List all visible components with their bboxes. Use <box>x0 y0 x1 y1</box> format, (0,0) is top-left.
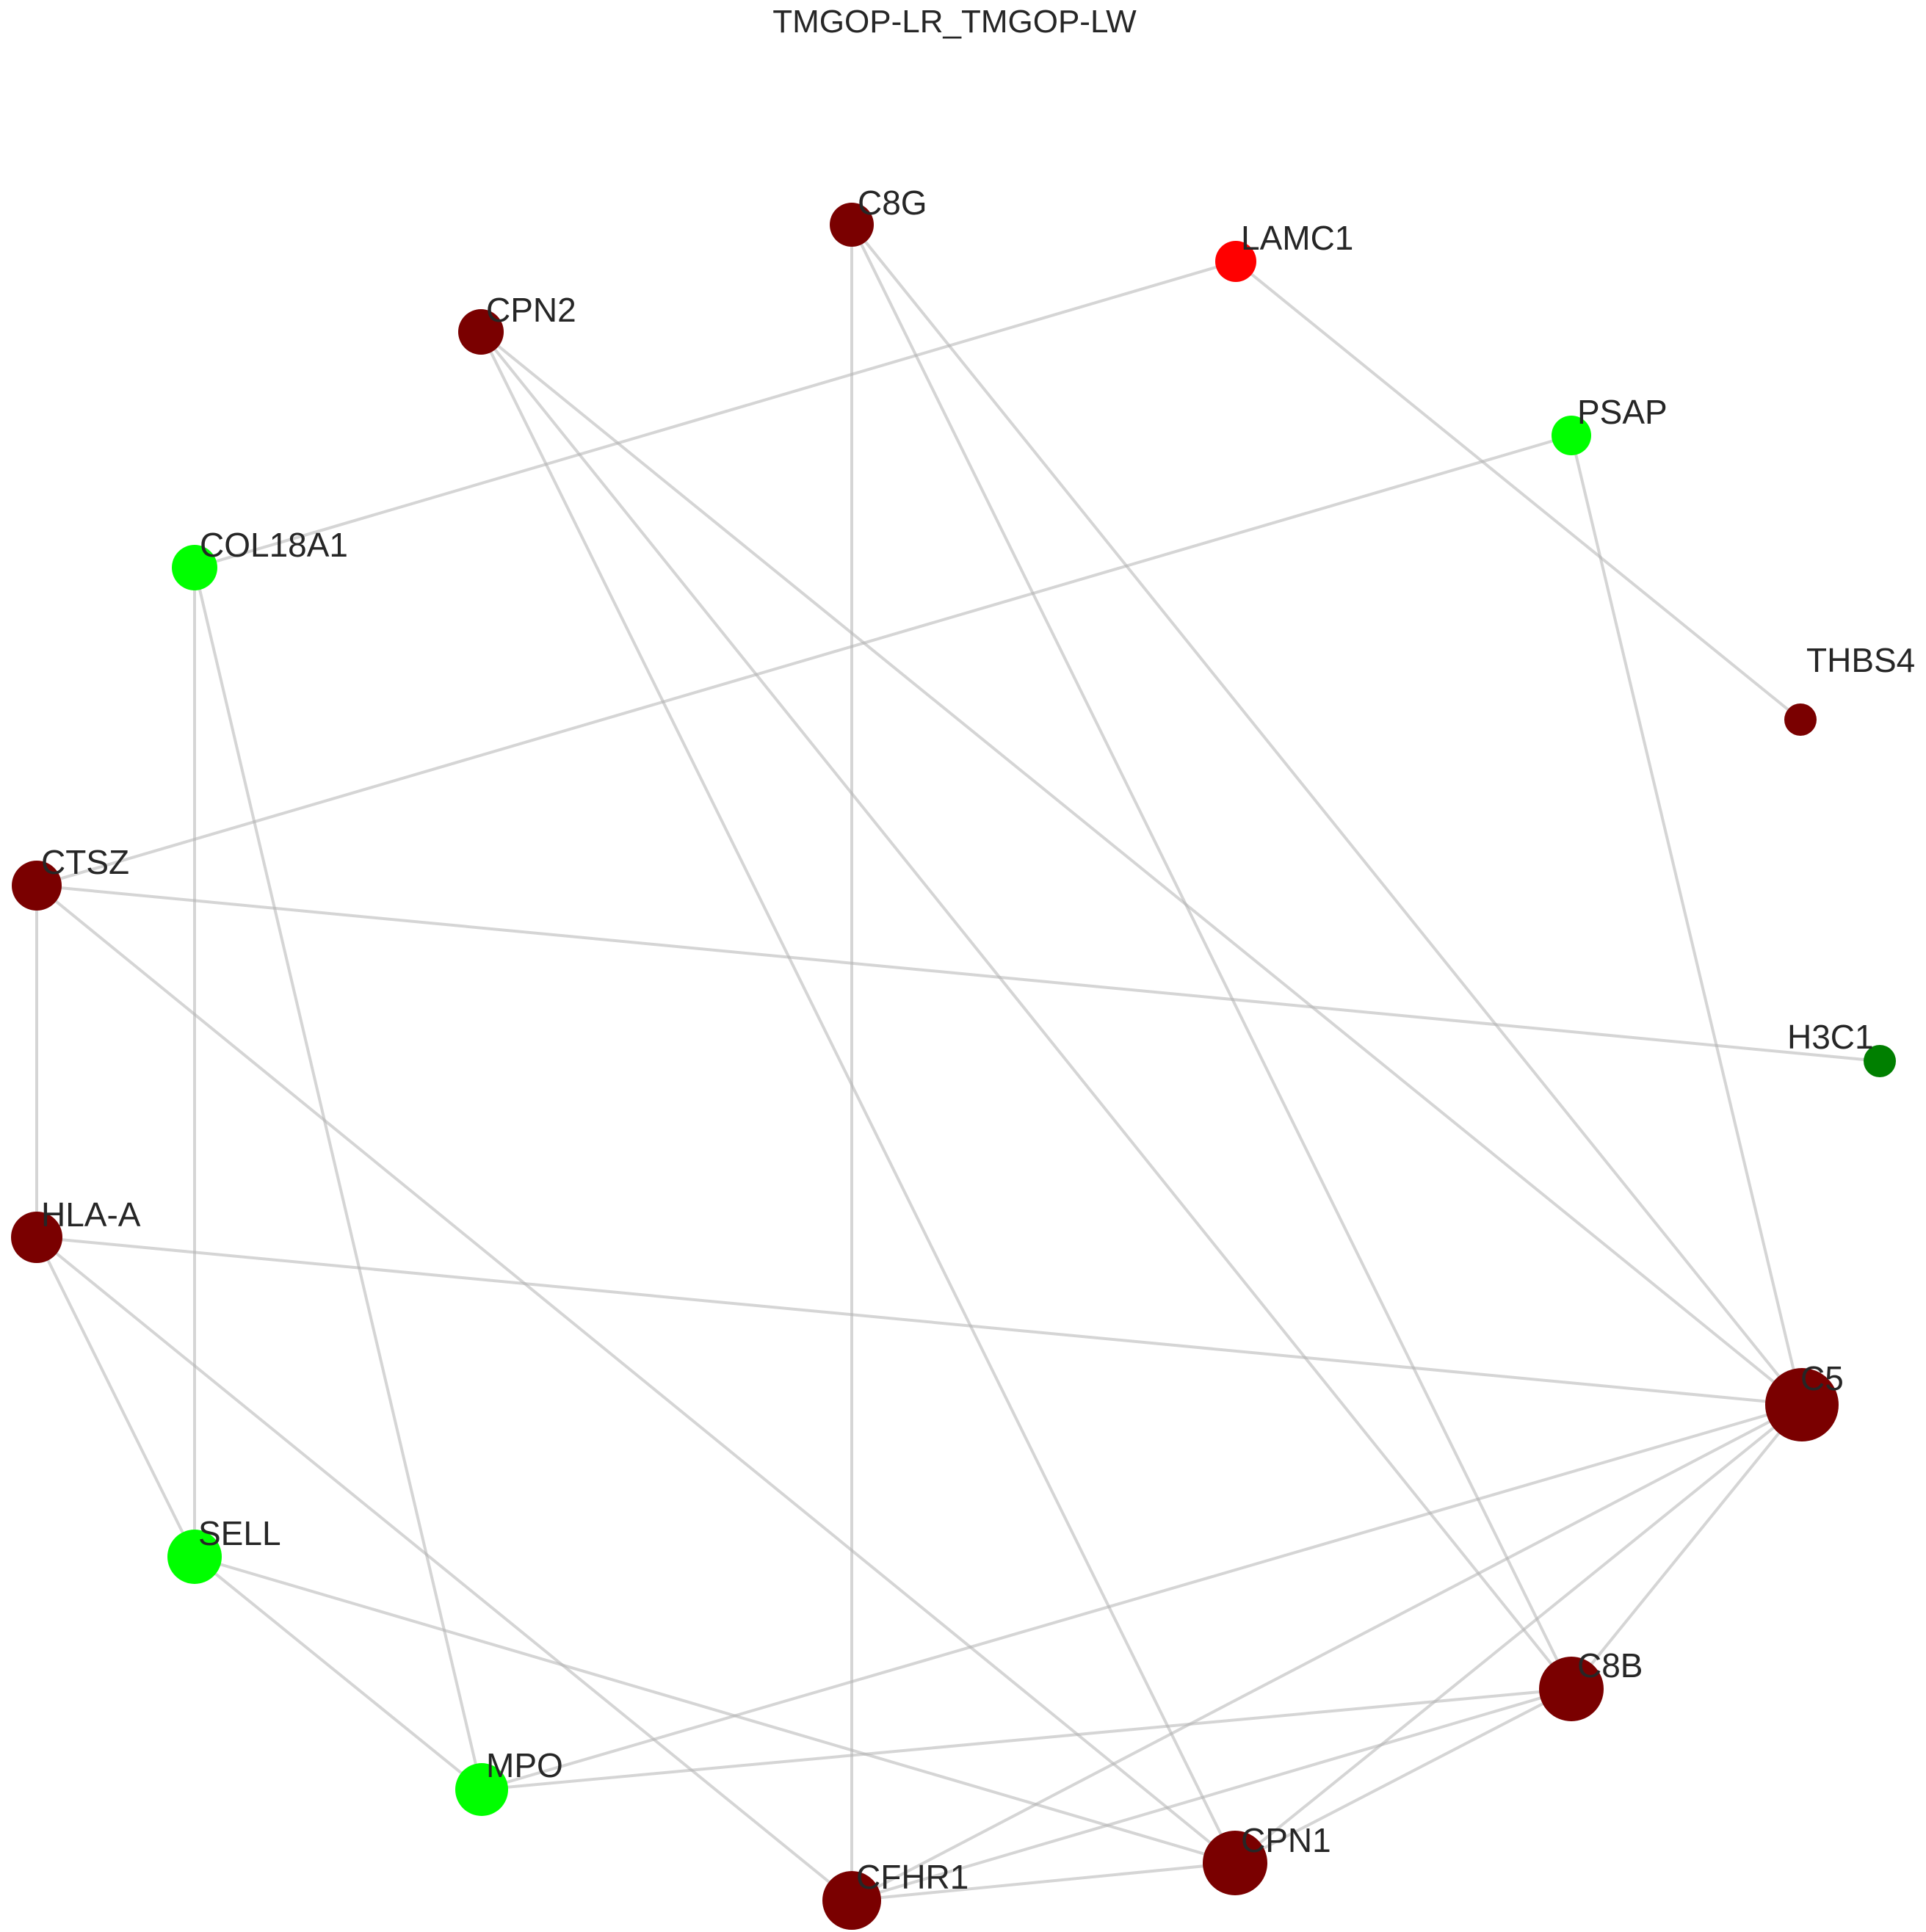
edge-hla-a-c5 <box>36 1236 1803 1406</box>
diagram-title: TMGOP-LR_TMGOP-LW <box>772 4 1137 40</box>
node-label-c8g: C8G <box>858 184 927 222</box>
node-lamc1[interactable] <box>1215 241 1256 282</box>
label-layer: C8G LAMC1 CPN2 PSAP COL18A1 THBS4 CTSZ H3C1 HLA-… <box>41 184 1915 1896</box>
node-label-h3c1: H3C1 <box>1787 1018 1874 1056</box>
edge-lamc1-col18a1 <box>194 260 1237 569</box>
node-cfhr1[interactable] <box>822 1871 881 1930</box>
node-thbs4[interactable] <box>1784 703 1817 736</box>
node-label-ctsz: CTSZ <box>41 843 129 881</box>
edge-c8g-c8b <box>850 224 1573 1690</box>
edge-c8g-c5 <box>850 223 1803 1406</box>
node-cpn2[interactable] <box>458 309 504 355</box>
edge-col18a1-mpo <box>193 567 483 1790</box>
node-label-hla-a: HLA-A <box>41 1195 141 1234</box>
edge-sell-mpo <box>193 1555 483 1791</box>
node-label-c8b: C8B <box>1577 1646 1643 1685</box>
node-label-mpo: MPO <box>486 1746 563 1784</box>
node-label-cfhr1: CFHR1 <box>856 1858 969 1896</box>
edge-c8b-cpn1 <box>1234 1687 1572 1864</box>
node-label-lamc1: LAMC1 <box>1241 219 1353 257</box>
edge-c5-mpo <box>481 1403 1803 1791</box>
edge-c8b-cfhr1 <box>851 1687 1572 1902</box>
node-hla-a[interactable] <box>11 1212 62 1263</box>
node-ctsz[interactable] <box>12 861 62 911</box>
edge-c8b-mpo <box>481 1687 1572 1791</box>
edge-cpn2-c5 <box>479 330 1803 1406</box>
node-label-c5: C5 <box>1800 1359 1844 1397</box>
node-label-cpn1: CPN1 <box>1241 1821 1331 1859</box>
edge-c5-c8b <box>1570 1403 1803 1690</box>
edge-ctsz-h3c1 <box>36 884 1880 1063</box>
edge-ctsz-cpn1 <box>35 884 1237 1864</box>
edge-hla-a-cfhr1 <box>35 1236 853 1902</box>
node-mpo[interactable] <box>455 1763 508 1816</box>
node-label-cpn2: CPN2 <box>486 291 576 329</box>
node-psap[interactable] <box>1552 416 1591 455</box>
edge-cpn2-c8b <box>479 330 1573 1690</box>
edge-layer <box>35 223 1880 1902</box>
node-label-sell: SELL <box>198 1514 281 1552</box>
edge-c5-cfhr1 <box>851 1403 1803 1902</box>
node-label-psap: PSAP <box>1577 393 1668 431</box>
edge-lamc1-thbs4 <box>1234 260 1802 721</box>
node-col18a1[interactable] <box>172 545 217 590</box>
node-h3c1[interactable] <box>1864 1045 1896 1077</box>
node-cpn1[interactable] <box>1203 1831 1267 1895</box>
edge-cpn1-cfhr1 <box>851 1862 1236 1902</box>
edge-psap-c5 <box>1570 435 1803 1405</box>
node-sell[interactable] <box>167 1530 222 1584</box>
edge-psap-ctsz <box>36 434 1572 887</box>
node-layer <box>11 203 1896 1930</box>
edge-sell-cpn1 <box>194 1555 1236 1864</box>
node-c8g[interactable] <box>830 203 874 247</box>
node-c8b[interactable] <box>1539 1657 1604 1721</box>
node-label-thbs4: THBS4 <box>1806 641 1915 679</box>
edge-hla-a-sell <box>35 1237 196 1557</box>
edge-c5-cpn1 <box>1234 1403 1803 1864</box>
node-c5[interactable] <box>1765 1368 1839 1441</box>
node-label-col18a1: COL18A1 <box>200 526 348 564</box>
